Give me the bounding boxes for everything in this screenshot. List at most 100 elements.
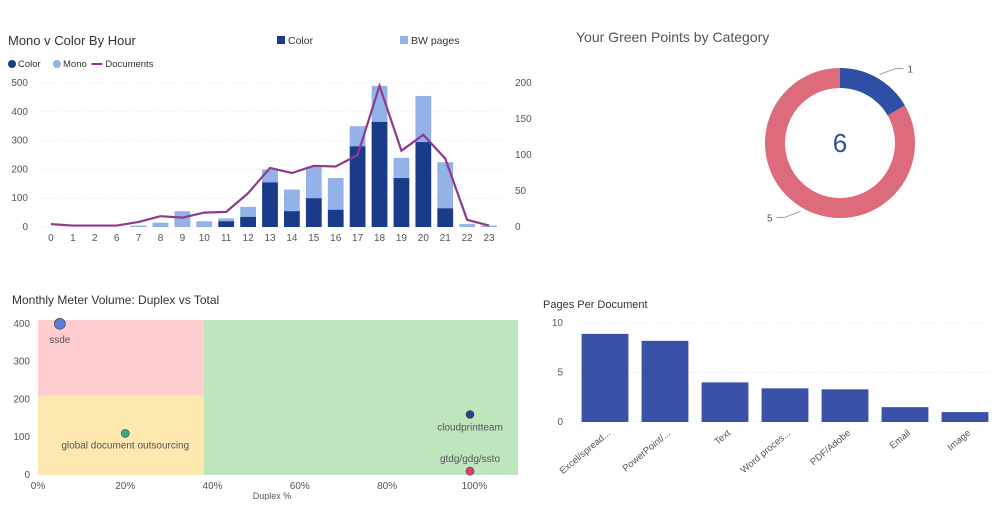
- bar-mono[interactable]: [174, 211, 191, 227]
- legend-swatch: [53, 60, 61, 68]
- bar-color[interactable]: [437, 208, 454, 227]
- legend-swatch: [8, 60, 16, 68]
- meter-volume-title: Monthly Meter Volume: Duplex vs Total: [12, 293, 219, 307]
- ppd-bar[interactable]: [761, 388, 809, 422]
- y-tick-label: 10: [552, 318, 564, 329]
- bar-mono[interactable]: [218, 218, 235, 222]
- x-tick-label: 15: [308, 233, 320, 244]
- hourly-chart-title: Mono v Color By Hour: [8, 33, 137, 48]
- donut-leader-line: [879, 68, 904, 76]
- bar-mono[interactable]: [437, 162, 454, 209]
- legend-top-swatch: [400, 36, 408, 44]
- legend-top-swatch: [277, 36, 285, 44]
- x-tick-label: 9: [180, 233, 186, 244]
- pages-per-document-panel: Pages Per Document 0 5 10 Excel/spread... Po…: [540, 280, 1000, 500]
- donut-center-value: 6: [833, 128, 847, 158]
- bar-mono[interactable]: [284, 189, 300, 212]
- documents-line[interactable]: [50, 82, 490, 227]
- x-tick-label: 6: [114, 233, 120, 244]
- legend-top-label: Color: [288, 35, 314, 47]
- ppd-bar[interactable]: [581, 333, 629, 422]
- bar-mono[interactable]: [415, 95, 432, 143]
- bar-mono[interactable]: [196, 221, 213, 227]
- y-tick-label: 500: [11, 78, 28, 89]
- bar-mono[interactable]: [152, 222, 169, 227]
- scatter-xlabel: Duplex %: [253, 491, 292, 500]
- hourly-chart: Mono v Color By Hour Color BW pages Color…: [8, 33, 532, 244]
- bar-color[interactable]: [240, 216, 256, 227]
- bar-color[interactable]: [284, 211, 300, 227]
- bar-color[interactable]: [262, 182, 278, 227]
- y2-tick-label: 100: [515, 150, 532, 161]
- legend-label: Color: [18, 59, 41, 70]
- bar-color[interactable]: [218, 221, 235, 227]
- scatter-point-label: gtdg/gdg/ssto: [440, 454, 500, 465]
- scatter-point-label: global document outsourcing: [61, 440, 189, 451]
- legend-label: Documents: [105, 59, 153, 70]
- ppd-bar[interactable]: [821, 389, 869, 422]
- x-tick-label: 100%: [462, 481, 488, 492]
- y2-tick-label: 50: [515, 186, 527, 197]
- x-tick-label: 14: [286, 233, 298, 244]
- x-tick-label: 0: [48, 233, 54, 244]
- y-tick-label: 0: [557, 417, 563, 428]
- ppd-bar[interactable]: [941, 412, 989, 422]
- x-tick-label: 60%: [290, 481, 310, 492]
- bar-color[interactable]: [327, 209, 344, 227]
- y-tick-label: 100: [11, 193, 28, 204]
- bar-color[interactable]: [393, 178, 410, 227]
- bar-color[interactable]: [305, 198, 322, 227]
- y-tick-label: 200: [13, 394, 30, 405]
- ppd-bar[interactable]: [701, 382, 749, 422]
- scatter-point[interactable]: [54, 317, 66, 330]
- bar-color[interactable]: [371, 121, 388, 227]
- x-tick-label: 16: [330, 233, 342, 244]
- y-tick-label: 300: [11, 136, 28, 147]
- bar-mono[interactable]: [393, 157, 410, 179]
- y2-tick-label: 150: [515, 114, 532, 125]
- x-tick-label: 12: [243, 233, 255, 244]
- y-tick-label: 200: [11, 164, 28, 175]
- bar-mono[interactable]: [130, 225, 147, 227]
- x-tick-label: 23: [483, 233, 495, 244]
- scatter-point[interactable]: [465, 466, 475, 476]
- x-tick-label: Text: [712, 428, 733, 448]
- bar-mono[interactable]: [481, 225, 497, 227]
- x-tick-label: 7: [136, 233, 142, 244]
- green-points-title: Your Green Points by Category: [576, 29, 769, 45]
- bar-color[interactable]: [415, 142, 432, 227]
- donut-slice-label: 5: [767, 213, 773, 224]
- meter-volume-panel: Monthly Meter Volume: Duplex vs Total 0 1…: [0, 280, 540, 501]
- bar-mono[interactable]: [305, 166, 322, 199]
- meter-volume-scatter-chart: Monthly Meter Volume: Duplex vs Total 0 1…: [12, 293, 518, 501]
- bar-mono[interactable]: [459, 224, 476, 227]
- green-points-donut-chart: Your Green Points by Category 1 5 6: [576, 29, 915, 224]
- pages-per-document-title: Pages Per Document: [543, 299, 648, 311]
- zone-red: [38, 320, 204, 396]
- x-tick-label: Email: [888, 428, 913, 452]
- x-tick-label: 20%: [115, 481, 135, 492]
- x-tick-label: 8: [158, 233, 164, 244]
- ppd-bar[interactable]: [641, 340, 689, 422]
- hourly-chart-panel: Mono v Color By Hour Color BW pages Color…: [0, 0, 540, 260]
- bar-mono[interactable]: [327, 178, 344, 210]
- x-tick-label: 2: [92, 233, 98, 244]
- zone-yellow: [38, 395, 204, 475]
- scatter-point[interactable]: [120, 429, 130, 438]
- legend-label: Mono: [63, 59, 87, 70]
- x-tick-label: PowerPoint/...: [621, 428, 673, 474]
- x-tick-label: Excel/spread...: [558, 428, 613, 477]
- ppd-bar[interactable]: [881, 407, 929, 422]
- y-tick-label: 5: [557, 368, 563, 379]
- y2-tick-label: 200: [515, 78, 532, 89]
- bar-mono[interactable]: [240, 206, 256, 217]
- legend-top-label: BW pages: [411, 35, 459, 47]
- donut-slice-label: 1: [908, 65, 914, 76]
- scatter-point[interactable]: [465, 410, 475, 419]
- x-tick-label: 1: [70, 233, 76, 244]
- scatter-point-label: ssde: [49, 335, 71, 346]
- x-tick-label: 19: [396, 233, 408, 244]
- donut-slice[interactable]: [840, 68, 905, 116]
- bar-color[interactable]: [349, 146, 366, 227]
- x-tick-label: 11: [221, 233, 232, 244]
